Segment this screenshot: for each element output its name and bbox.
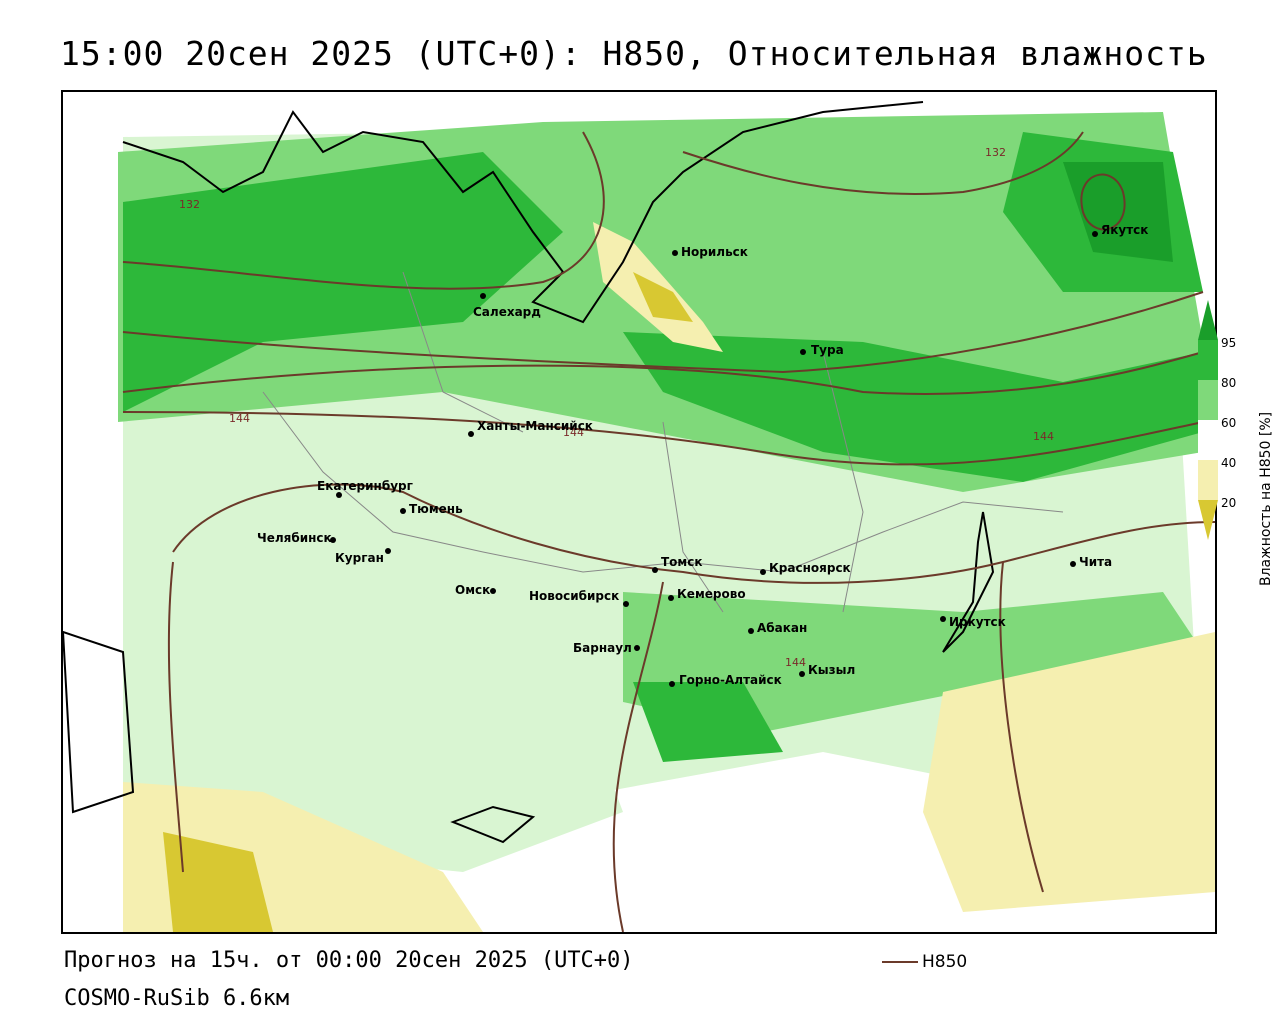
h850-contour (122, 131, 605, 290)
city-kurgan: Курган (335, 548, 391, 565)
dry-region-darkyellow-north (633, 272, 693, 322)
humidity-region-darkest (1063, 162, 1173, 262)
city-salekhard: Салехард (473, 293, 541, 319)
dry-region-darkyellow-sw (163, 832, 273, 932)
h850-contour (612, 581, 664, 932)
colorbar-tick: 95 (1221, 336, 1237, 350)
city-khanty-mansiysk: Ханты-Мансийск (468, 419, 593, 437)
svg-text:Тура: Тура (811, 343, 844, 357)
humidity-colorbar (1198, 300, 1218, 540)
svg-text:Томск: Томск (661, 555, 703, 569)
city-chelyabinsk: Челябинск (257, 531, 336, 545)
city-chita: Чита (1070, 555, 1112, 569)
h850-contour (999, 561, 1044, 893)
city-abakan: Абакан (748, 621, 807, 635)
h850-contour (122, 351, 1204, 395)
lake-outline (450, 805, 536, 844)
svg-text:Омск: Омск (455, 583, 490, 597)
svg-text:Екатеринбург: Екатеринбург (317, 479, 413, 493)
colorbar-bottom-arrow (1198, 500, 1218, 540)
city-tomsk: Томск (652, 555, 703, 573)
colorbar-20-40 (1198, 460, 1218, 500)
city-tura: Тура (800, 343, 844, 357)
h850-contour (122, 291, 1204, 374)
coastline (122, 101, 924, 324)
svg-text:Чита: Чита (1079, 555, 1112, 569)
svg-text:Иркутск: Иркутск (949, 615, 1006, 629)
h850-contour-closed (1080, 173, 1126, 231)
model-name: COSMO-RuSib 6.6км (64, 986, 290, 1011)
city-irkutsk: Иркутск (940, 615, 1006, 629)
city-kyzyl: Кызыл (799, 663, 855, 677)
city-gorno-altaysk: Горно-Алтайск (669, 673, 782, 687)
colorbar-label: Влажность на H850 [%] (1258, 411, 1274, 586)
colorbar-tick: 20 (1221, 496, 1237, 510)
contour-label: 132 (985, 146, 1006, 159)
legend-label: H850 (922, 952, 968, 972)
svg-text:Ханты-Мансийск: Ханты-Мансийск (477, 419, 593, 433)
city-ekaterinburg: Екатеринбург (317, 479, 413, 498)
forecast-info: Прогноз на 15ч. от 00:00 20сен 2025 (UTC… (64, 948, 634, 973)
region-borders (262, 271, 1064, 613)
map-canvas: 132 132 144 144 144 144 Салехард Норильс… (63, 101, 1215, 932)
svg-text:Курган: Курган (335, 551, 384, 565)
humidity-region-dark (123, 152, 563, 412)
svg-text:Кемерово: Кемерово (677, 587, 746, 601)
h850-contour (122, 411, 1204, 466)
contour-labels: 132 132 144 144 144 144 (179, 146, 1054, 669)
svg-text:Кызыл: Кызыл (808, 663, 855, 677)
colorbar-top-arrow (1198, 300, 1218, 340)
humidity-region-dark-altai (633, 682, 783, 762)
city-yakutsk: Якутск (1092, 223, 1148, 237)
weather-map: 132 132 144 144 144 144 Салехард Норильс… (61, 90, 1217, 934)
svg-text:Челябинск: Челябинск (257, 531, 332, 545)
city-novosibirsk: Новосибирск (529, 589, 629, 607)
colorbar-tick: 80 (1221, 376, 1237, 390)
legend-line-swatch (882, 961, 918, 963)
dry-region-yellow-se (923, 632, 1215, 912)
contour-label: 132 (179, 198, 200, 211)
map-title: 15:00 20сен 2025 (UTC+0): H850, Относите… (60, 34, 1208, 73)
baikal-outline (942, 511, 995, 653)
svg-text:Салехард: Салехард (473, 305, 541, 319)
svg-text:Норильск: Норильск (681, 245, 748, 259)
svg-text:Абакан: Абакан (757, 621, 807, 635)
svg-text:Горно-Алтайск: Горно-Алтайск (679, 673, 782, 687)
city-norilsk: Норильск (672, 245, 748, 259)
city-kemerovo: Кемерово (668, 587, 746, 601)
contour-legend: H850 (882, 952, 967, 972)
contour-label: 144 (785, 656, 806, 669)
h850-contour (167, 561, 184, 873)
contour-label: 144 (563, 426, 584, 439)
colorbar-80-95 (1198, 340, 1218, 380)
contour-label: 144 (1033, 430, 1054, 443)
colorbar-tick: 40 (1221, 456, 1237, 470)
humidity-region-medium-sw (123, 522, 623, 872)
h850-contour (682, 131, 1084, 195)
humidity-region-dark-2 (623, 332, 1203, 482)
colorbar-tick: 60 (1221, 416, 1237, 430)
city-krasnoyarsk: Красноярск (760, 561, 851, 575)
svg-text:Новосибирск: Новосибирск (529, 589, 619, 603)
colorbar-60-80 (1198, 380, 1218, 420)
contour-label: 144 (229, 412, 250, 425)
city-barnaul: Барнаул (573, 641, 640, 655)
humidity-region-medium-south (623, 592, 1203, 732)
colorbar-40-60 (1198, 420, 1218, 460)
svg-text:Красноярск: Красноярск (769, 561, 851, 575)
city-tyumen: Тюмень (400, 502, 463, 516)
city-markers: Салехард Норильск Якутск Тура Ханты-Манс… (257, 223, 1148, 687)
svg-text:Якутск: Якутск (1101, 223, 1148, 237)
svg-text:Тюмень: Тюмень (409, 502, 463, 516)
h850-contour (172, 483, 1215, 584)
svg-text:Барнаул: Барнаул (573, 641, 632, 655)
caspian-outline (63, 630, 135, 814)
city-omsk: Омск (455, 583, 496, 597)
